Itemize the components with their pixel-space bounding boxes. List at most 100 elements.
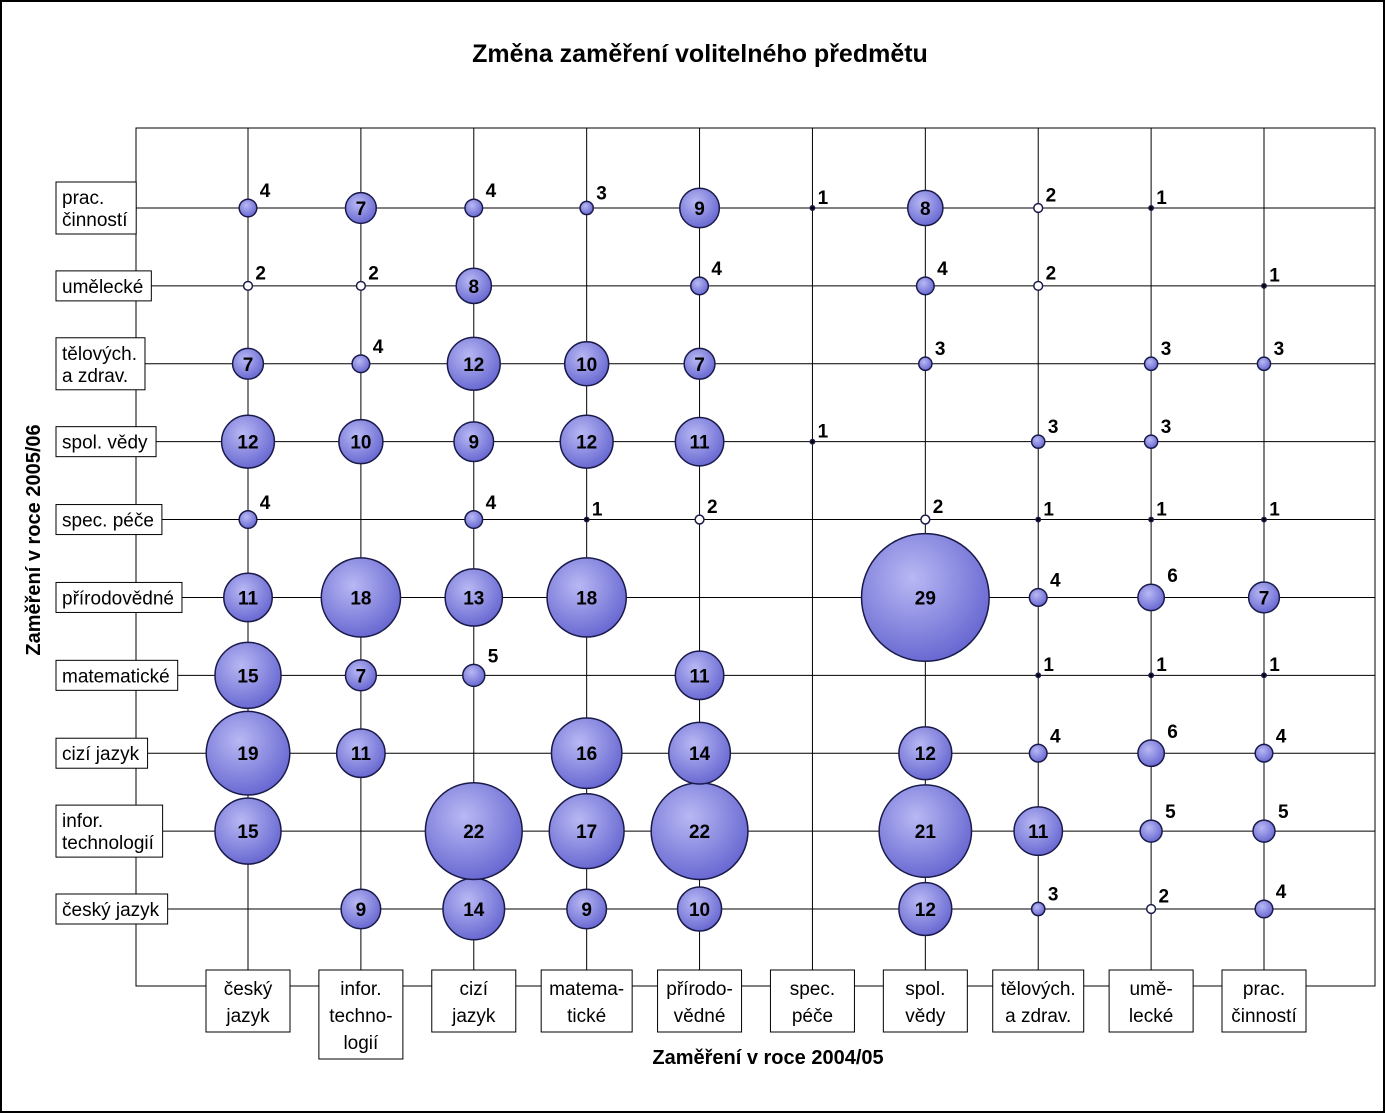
bubble: [1247, 581, 1281, 614]
data-label: 1: [1269, 266, 1280, 287]
bubble: [1030, 434, 1046, 450]
data-label: 2: [1046, 186, 1057, 207]
y-category: matematické: [55, 659, 179, 691]
bubble: [917, 356, 933, 372]
x-tick-label: spol.: [905, 979, 945, 1000]
x-category: tělových. a zdrav.: [992, 969, 1085, 1033]
data-label: 22: [689, 822, 710, 843]
label-box: [55, 181, 137, 235]
data-label: 12: [237, 433, 258, 454]
y-tick-label: a zdrav.: [62, 366, 128, 387]
chart-title: Změna zaměření volitelného předmětu: [472, 40, 928, 68]
data-label: 12: [915, 900, 936, 921]
label-box: [992, 969, 1085, 1033]
data-label: 2: [1159, 887, 1170, 908]
label-box: [55, 504, 163, 536]
bubble: [1035, 672, 1042, 679]
label-box: [1221, 969, 1307, 1033]
data-label: 6: [1167, 722, 1178, 743]
bubble: [344, 191, 378, 225]
data-label: 9: [468, 433, 479, 454]
label-box: [55, 659, 179, 691]
data-label: 15: [237, 666, 259, 687]
data-label: 4: [1050, 571, 1061, 592]
bubble: [674, 416, 725, 467]
bubble: [906, 189, 944, 227]
x-tick-label: jazyk: [451, 1006, 496, 1027]
label-box: [882, 969, 968, 1033]
x-tick-label: infor.: [340, 979, 381, 1000]
bubble: [878, 784, 973, 879]
bubble: [809, 205, 816, 211]
x-tick-label: přírodo-: [666, 979, 733, 1000]
bubbles: 9 14 9 10 123 2 415 22 17 22 21 115 519 11 16 14 124 6 415…: [205, 181, 1289, 941]
bubble: [546, 557, 628, 638]
data-label: 12: [463, 355, 484, 376]
bubble: [238, 510, 258, 530]
x-tick-label: péče: [792, 1006, 833, 1027]
data-label: 1: [1156, 499, 1167, 520]
data-label: 11: [1028, 822, 1049, 843]
bubble: [220, 414, 276, 469]
label-box: [55, 426, 157, 458]
bubble: [1137, 583, 1166, 612]
data-label: 7: [356, 199, 367, 220]
bubble: [1148, 672, 1155, 679]
bubble: [1143, 434, 1159, 450]
bubble: [444, 568, 504, 627]
data-label: 4: [1276, 726, 1287, 747]
bubble: [424, 781, 523, 881]
bubble: [860, 532, 990, 662]
bubble: [683, 347, 716, 380]
x-category: infor. techno-logií: [318, 969, 404, 1060]
bubble: [579, 200, 595, 216]
data-label: 3: [1161, 339, 1172, 360]
bubble: [1148, 516, 1155, 523]
y-axis-title: Zaměření v roce 2005/06: [23, 424, 45, 655]
data-label: 2: [707, 497, 718, 518]
bubble: [464, 198, 484, 218]
x-tick-label: techno-: [329, 1006, 392, 1027]
data-label: 10: [576, 355, 597, 376]
bubble: [231, 347, 265, 380]
bubble: [676, 886, 723, 932]
data-label: 5: [1278, 802, 1289, 823]
bubble: [559, 414, 614, 469]
bubble: [668, 721, 732, 785]
data-label: 2: [368, 263, 379, 284]
y-tick-label: spol. vědy: [62, 433, 148, 454]
bubble: [242, 280, 254, 292]
data-label: 17: [576, 822, 597, 843]
data-label: 7: [356, 666, 367, 687]
y-category: prac.činností: [55, 181, 137, 235]
bubble: [238, 198, 258, 218]
data-label: 19: [237, 744, 258, 765]
y-tick-label: český jazyk: [62, 900, 160, 921]
x-category: spec. péče: [769, 969, 855, 1033]
bubble: [1035, 516, 1042, 523]
data-label: 1: [818, 188, 829, 209]
x-category: spol. vědy: [882, 969, 968, 1033]
y-tick-label: prac.: [62, 188, 104, 209]
data-label: 1: [818, 421, 829, 442]
bubble: [694, 514, 705, 525]
data-label: 3: [1048, 884, 1059, 905]
x-tick-label: činností: [1231, 1006, 1297, 1027]
bubble: [1137, 739, 1166, 768]
data-label: 1: [1043, 499, 1054, 520]
x-tick-label: a zdrav.: [1005, 1006, 1071, 1027]
label-box: [55, 337, 146, 391]
x-category: umě-lecké: [1108, 969, 1194, 1033]
data-label: 16: [576, 744, 597, 765]
data-label: 1: [1156, 655, 1167, 676]
label-box: [55, 737, 149, 769]
data-label: 2: [1046, 263, 1057, 284]
data-label: 3: [596, 183, 607, 204]
data-label: 4: [260, 181, 271, 202]
data-label: 21: [915, 822, 937, 843]
y-category: cizí jazyk: [55, 737, 149, 769]
data-label: 1: [1156, 188, 1167, 209]
x-category: přírodo-vědné: [657, 969, 743, 1033]
data-label: 11: [238, 588, 259, 609]
